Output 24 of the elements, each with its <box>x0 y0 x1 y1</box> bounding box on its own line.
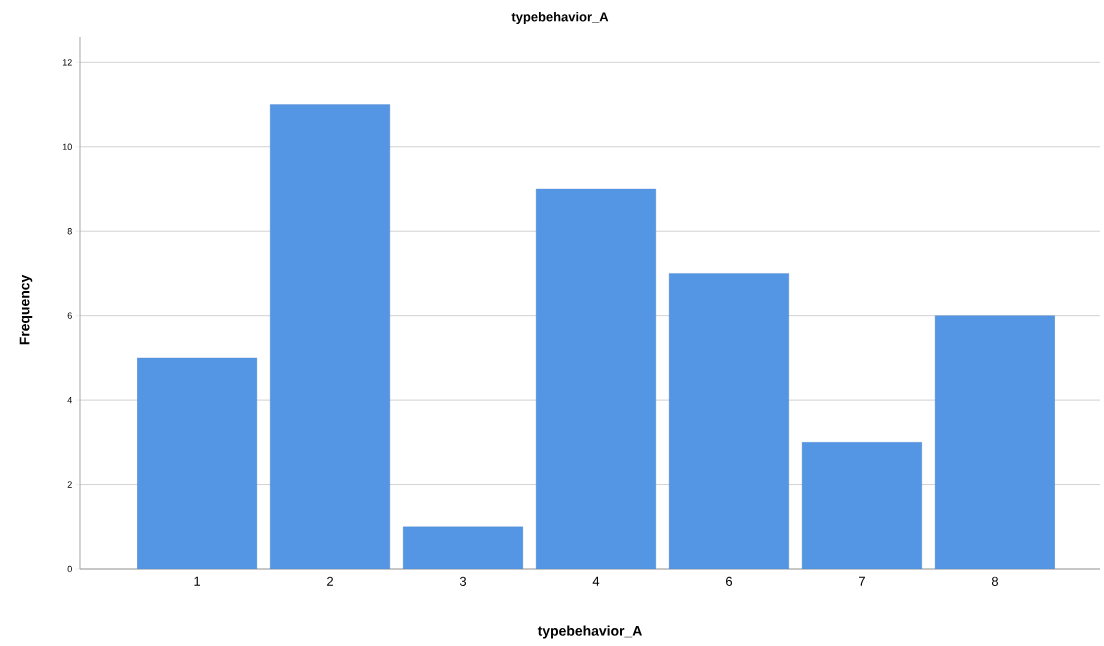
x-tick-label: 8 <box>991 576 998 586</box>
bar <box>137 357 258 569</box>
y-tick-label: 2 <box>67 481 72 488</box>
x-tick-label: 2 <box>327 576 333 586</box>
y-tick-label: 12 <box>62 59 72 66</box>
x-tick-label: 3 <box>459 576 467 586</box>
y-tick-label: 6 <box>67 312 72 319</box>
bar <box>934 315 1055 569</box>
x-tick-label: 7 <box>859 576 865 586</box>
y-axis-title: Frequency <box>19 274 33 345</box>
chart-title: typebehavior_A <box>511 11 609 25</box>
x-tick-label: 4 <box>592 576 600 586</box>
bar <box>403 526 523 569</box>
bar <box>801 442 922 569</box>
x-axis-title: typebehavior_A <box>537 625 642 639</box>
x-tick-label: 1 <box>194 576 201 586</box>
bar <box>668 273 789 569</box>
x-tick-label: 6 <box>726 576 733 586</box>
y-tick-label: 4 <box>67 397 72 404</box>
y-tick-label: 8 <box>67 228 72 235</box>
y-tick-label: 0 <box>67 565 72 573</box>
bar <box>270 104 391 569</box>
y-tick-label: 10 <box>62 143 72 150</box>
bar <box>535 188 656 569</box>
